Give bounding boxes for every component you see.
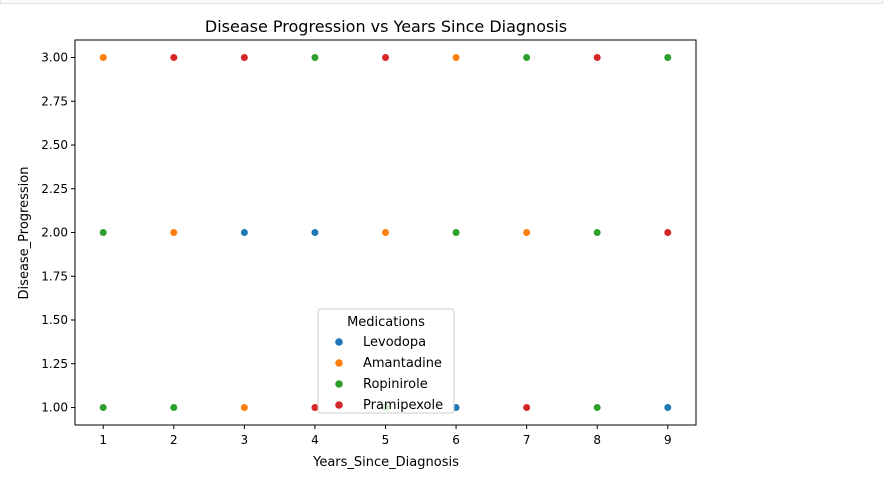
y-tick-label: 1.75 xyxy=(41,269,68,283)
chart-title: Disease Progression vs Years Since Diagn… xyxy=(205,17,567,36)
y-tick-label: 1.25 xyxy=(41,357,68,371)
legend-frame xyxy=(317,308,455,414)
data-point-amantadine xyxy=(99,53,108,62)
legend-marker-pramipexole xyxy=(335,401,343,409)
data-point-ropinirole xyxy=(99,403,108,412)
data-point-amantadine xyxy=(522,228,531,237)
y-tick-label: 1.50 xyxy=(41,313,68,327)
x-tick-label: 8 xyxy=(593,433,601,447)
x-tick-label: 7 xyxy=(523,433,531,447)
data-point-levodopa xyxy=(663,403,672,412)
x-tick-label: 5 xyxy=(382,433,390,447)
y-tick-label: 2.75 xyxy=(41,94,68,108)
data-point-ropinirole xyxy=(663,53,672,62)
data-points xyxy=(99,53,672,412)
data-point-pramipexole xyxy=(169,53,178,62)
data-point-pramipexole xyxy=(663,228,672,237)
legend-label-ropinirole: Ropinirole xyxy=(363,377,428,392)
data-point-amantadine xyxy=(169,228,178,237)
data-point-ropinirole xyxy=(451,228,461,237)
data-point-pramipexole xyxy=(522,403,531,412)
data-point-pramipexole xyxy=(593,53,602,62)
data-point-levodopa xyxy=(310,228,320,237)
x-tick-label: 6 xyxy=(452,433,460,447)
data-point-ropinirole xyxy=(593,228,602,237)
data-point-ropinirole xyxy=(169,403,178,412)
data-point-ropinirole xyxy=(522,53,531,62)
y-axis-ticks: 1.00 1.25 1.50 1.75 2.00 2.25 2.50 2.75 3.00 xyxy=(41,51,75,415)
data-point-ropinirole xyxy=(99,228,108,237)
y-tick-label: 2.25 xyxy=(41,182,68,196)
x-axis-label: Years_Since_Diagnosis xyxy=(312,455,459,470)
data-point-levodopa xyxy=(240,228,249,237)
legend: Medications Levodopa Amantadine Ropinirole… xyxy=(317,308,455,414)
data-point-pramipexole xyxy=(240,53,249,62)
data-point-amantadine xyxy=(240,403,249,412)
x-tick-label: 3 xyxy=(241,433,249,447)
legend-marker-levodopa xyxy=(335,338,343,346)
y-tick-label: 2.50 xyxy=(41,138,68,152)
x-tick-label: 1 xyxy=(99,433,107,447)
x-axis-ticks: 1 2 3 4 5 6 7 8 9 xyxy=(99,425,672,447)
x-tick-label: 9 xyxy=(664,433,672,447)
legend-title: Medications xyxy=(347,315,425,330)
data-point-pramipexole xyxy=(381,53,390,62)
x-tick-label: 4 xyxy=(311,433,319,447)
x-tick-label: 2 xyxy=(170,433,178,447)
data-point-ropinirole xyxy=(593,403,602,412)
y-tick-label: 3.00 xyxy=(41,51,68,65)
data-point-ropinirole xyxy=(310,53,320,62)
data-point-amantadine xyxy=(381,228,390,237)
y-tick-label: 1.00 xyxy=(41,401,68,415)
legend-items: Levodopa Amantadine Ropinirole Pramipexole xyxy=(335,335,443,413)
y-axis-label: Disease_Progression xyxy=(17,167,32,300)
legend-marker-amantadine xyxy=(335,359,343,367)
legend-marker-ropinirole xyxy=(335,380,343,388)
y-tick-label: 2.00 xyxy=(41,226,68,240)
legend-label-amantadine: Amantadine xyxy=(363,356,442,371)
plot-frame xyxy=(74,39,697,426)
data-point-amantadine xyxy=(451,53,461,62)
legend-label-pramipexole: Pramipexole xyxy=(363,398,443,413)
legend-label-levodopa: Levodopa xyxy=(363,335,426,350)
